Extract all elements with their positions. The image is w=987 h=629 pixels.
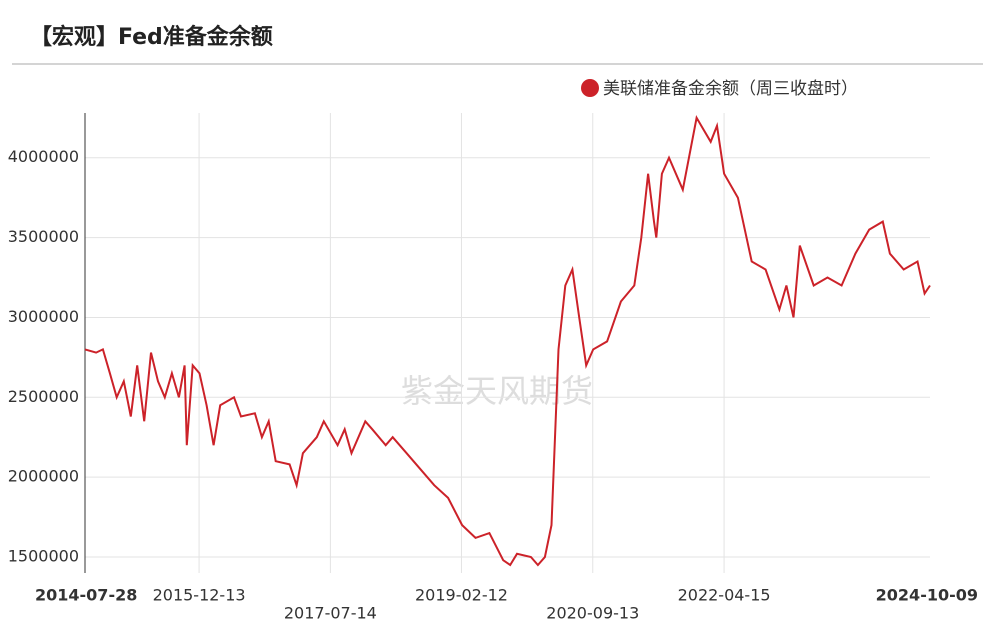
y-tick-label: 3500000: [8, 227, 79, 246]
y-tick-label: 1500000: [8, 547, 79, 566]
x-tick-label: 2015-12-13: [153, 586, 246, 605]
y-tick-label: 3000000: [8, 307, 79, 326]
x-tick-label: 2022-04-15: [678, 586, 771, 605]
data-line: [84, 115, 931, 567]
legend-marker: [581, 79, 599, 97]
chart-title: 【宏观】Fed准备金余额: [30, 24, 273, 50]
x-tick-label: 2020-09-13: [546, 604, 639, 623]
x-tick-label: 2019-02-12: [415, 586, 508, 605]
y-tick-label: 2500000: [8, 387, 79, 406]
legend-label: 美联储准备金余额（周三收盘时）: [603, 79, 858, 99]
watermark: 紫金天风期货: [401, 372, 593, 410]
x-tick-label: 2014-07-28: [35, 586, 137, 605]
y-tick-label: 4000000: [8, 147, 79, 166]
y-tick-label: 2000000: [8, 467, 79, 486]
x-tick-label: 2024-10-09: [876, 586, 978, 605]
x-tick-label: 2017-07-14: [284, 604, 377, 623]
